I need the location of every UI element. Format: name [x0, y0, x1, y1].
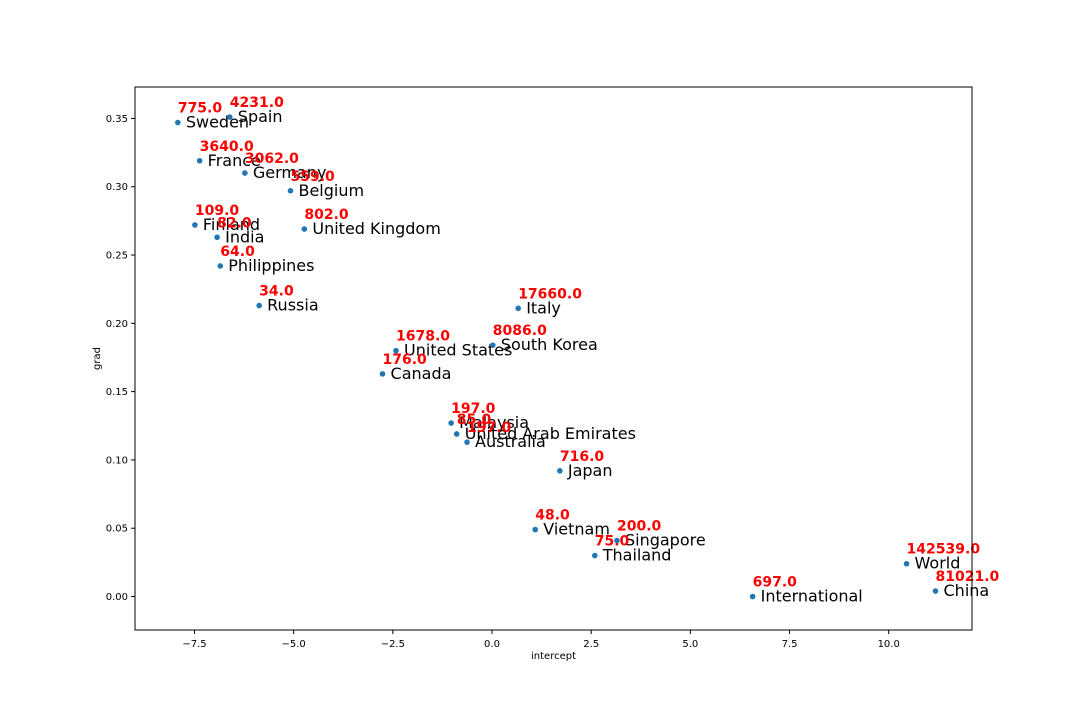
- point-country-label: Belgium: [298, 181, 364, 200]
- point-country-label: South Korea: [501, 335, 598, 354]
- point-country-label: China: [944, 581, 990, 600]
- x-tick-label: 5.0: [682, 639, 698, 650]
- point-value-label: 34.0: [259, 284, 294, 300]
- point-value-label: 48.0: [535, 508, 570, 524]
- point-value-label: 1678.0: [396, 329, 450, 345]
- point-value-label: 775.0: [178, 101, 223, 117]
- point-value-label: 8086.0: [493, 323, 547, 339]
- point-country-label: United Arab Emirates: [465, 424, 636, 443]
- y-tick-label: 0.05: [106, 524, 128, 535]
- point-value-label: 200.0: [617, 519, 662, 535]
- point-country-label: Finland: [203, 215, 260, 234]
- point-country-label: Philippines: [228, 256, 314, 275]
- data-point: [175, 119, 181, 126]
- data-point: [557, 468, 563, 474]
- data-point: [393, 347, 399, 354]
- point-country-label: Germany: [253, 163, 327, 182]
- data-point: [932, 588, 939, 594]
- point-country-label: Singapore: [625, 531, 706, 550]
- point-value-label: 85.0: [457, 412, 492, 428]
- point-value-label: 176.0: [383, 352, 428, 368]
- data-point: [591, 552, 598, 559]
- point-country-label: Russia: [267, 296, 318, 315]
- x-tick-label: 2.5: [583, 639, 599, 650]
- point-value-label: 197.0: [451, 401, 496, 417]
- point-value-label: 802.0: [304, 207, 349, 223]
- point-value-label: 75.0: [595, 534, 630, 550]
- point-value-label: 3062.0: [245, 151, 299, 167]
- x-tick-label: −7.5: [182, 639, 206, 650]
- point-country-label: Sweden: [186, 113, 249, 132]
- point-value-label: 64.0: [220, 244, 255, 260]
- point-value-label: 197.0: [467, 420, 512, 436]
- x-tick-label: 10.0: [878, 639, 900, 650]
- point-country-label: Vietnam: [543, 520, 610, 539]
- data-point: [448, 420, 454, 426]
- point-country-label: International: [761, 587, 863, 606]
- data-point: [196, 157, 203, 164]
- y-tick-label: 0.00: [106, 592, 128, 603]
- data-point: [214, 234, 220, 241]
- data-point: [490, 342, 496, 348]
- point-country-label: Japan: [567, 461, 613, 480]
- data-point: [256, 302, 262, 309]
- data-point: [301, 226, 308, 232]
- data-point: [379, 371, 386, 377]
- x-axis: −7.5 −5.0 −2.5 0.0 2.5 5.0 7.5 10.0: [182, 630, 900, 650]
- y-tick-label: 0.20: [106, 319, 128, 330]
- x-axis-label: intercept: [531, 651, 576, 662]
- point-value-label: 109.0: [195, 203, 240, 219]
- data-point: [287, 188, 294, 194]
- point-country-label: United States: [404, 341, 512, 360]
- x-tick-label: −2.5: [381, 639, 405, 650]
- point-country-label: World: [915, 554, 961, 573]
- point-country-label: Canada: [391, 364, 452, 383]
- data-point: [453, 431, 460, 437]
- point-country-label: Malaysia: [459, 413, 529, 432]
- point-value-label: 81021.0: [936, 569, 1000, 585]
- point-country-label: Spain: [238, 107, 283, 126]
- y-tick-label: 0.10: [106, 455, 128, 466]
- y-axis: 0.00 0.05 0.10 0.15 0.20 0.25 0.30 0.35: [106, 114, 135, 603]
- data-point: [515, 305, 521, 312]
- point-value-label: 82.0: [217, 215, 252, 231]
- data-point: [192, 222, 198, 228]
- x-tick-label: 0.0: [484, 639, 500, 650]
- point-value-label: 697.0: [753, 575, 798, 591]
- point-value-label: 716.0: [560, 449, 605, 465]
- point-country-label: France: [208, 151, 261, 170]
- point-value-label: 4231.0: [230, 95, 284, 111]
- point-country-label: Australia: [475, 432, 546, 451]
- y-tick-label: 0.25: [106, 251, 128, 262]
- data-point: [227, 114, 233, 120]
- y-axis-label: grad: [92, 347, 103, 370]
- point-country-label: Italy: [526, 298, 561, 317]
- data-point: [532, 526, 539, 533]
- point-value-label: 142539.0: [907, 542, 981, 558]
- plot-frame: [134, 86, 973, 631]
- data-point: [614, 537, 620, 544]
- data-point: [242, 170, 248, 176]
- data-point: [217, 263, 224, 269]
- point-value-label: 3640.0: [200, 139, 254, 155]
- x-tick-label: −5.0: [282, 639, 306, 650]
- point-country-label: United Kingdom: [312, 219, 440, 238]
- point-country-label: India: [225, 227, 264, 246]
- y-tick-label: 0.30: [106, 182, 128, 193]
- y-tick-label: 0.15: [106, 387, 128, 398]
- data-point: [464, 439, 470, 445]
- point-value-label: 559.0: [290, 169, 335, 185]
- point-country-label: Thailand: [602, 546, 672, 565]
- point-value-label: 17660.0: [518, 286, 582, 302]
- y-tick-label: 0.35: [106, 114, 128, 125]
- x-tick-label: 7.5: [782, 639, 798, 650]
- data-point: [903, 560, 910, 567]
- data-point: [749, 593, 756, 600]
